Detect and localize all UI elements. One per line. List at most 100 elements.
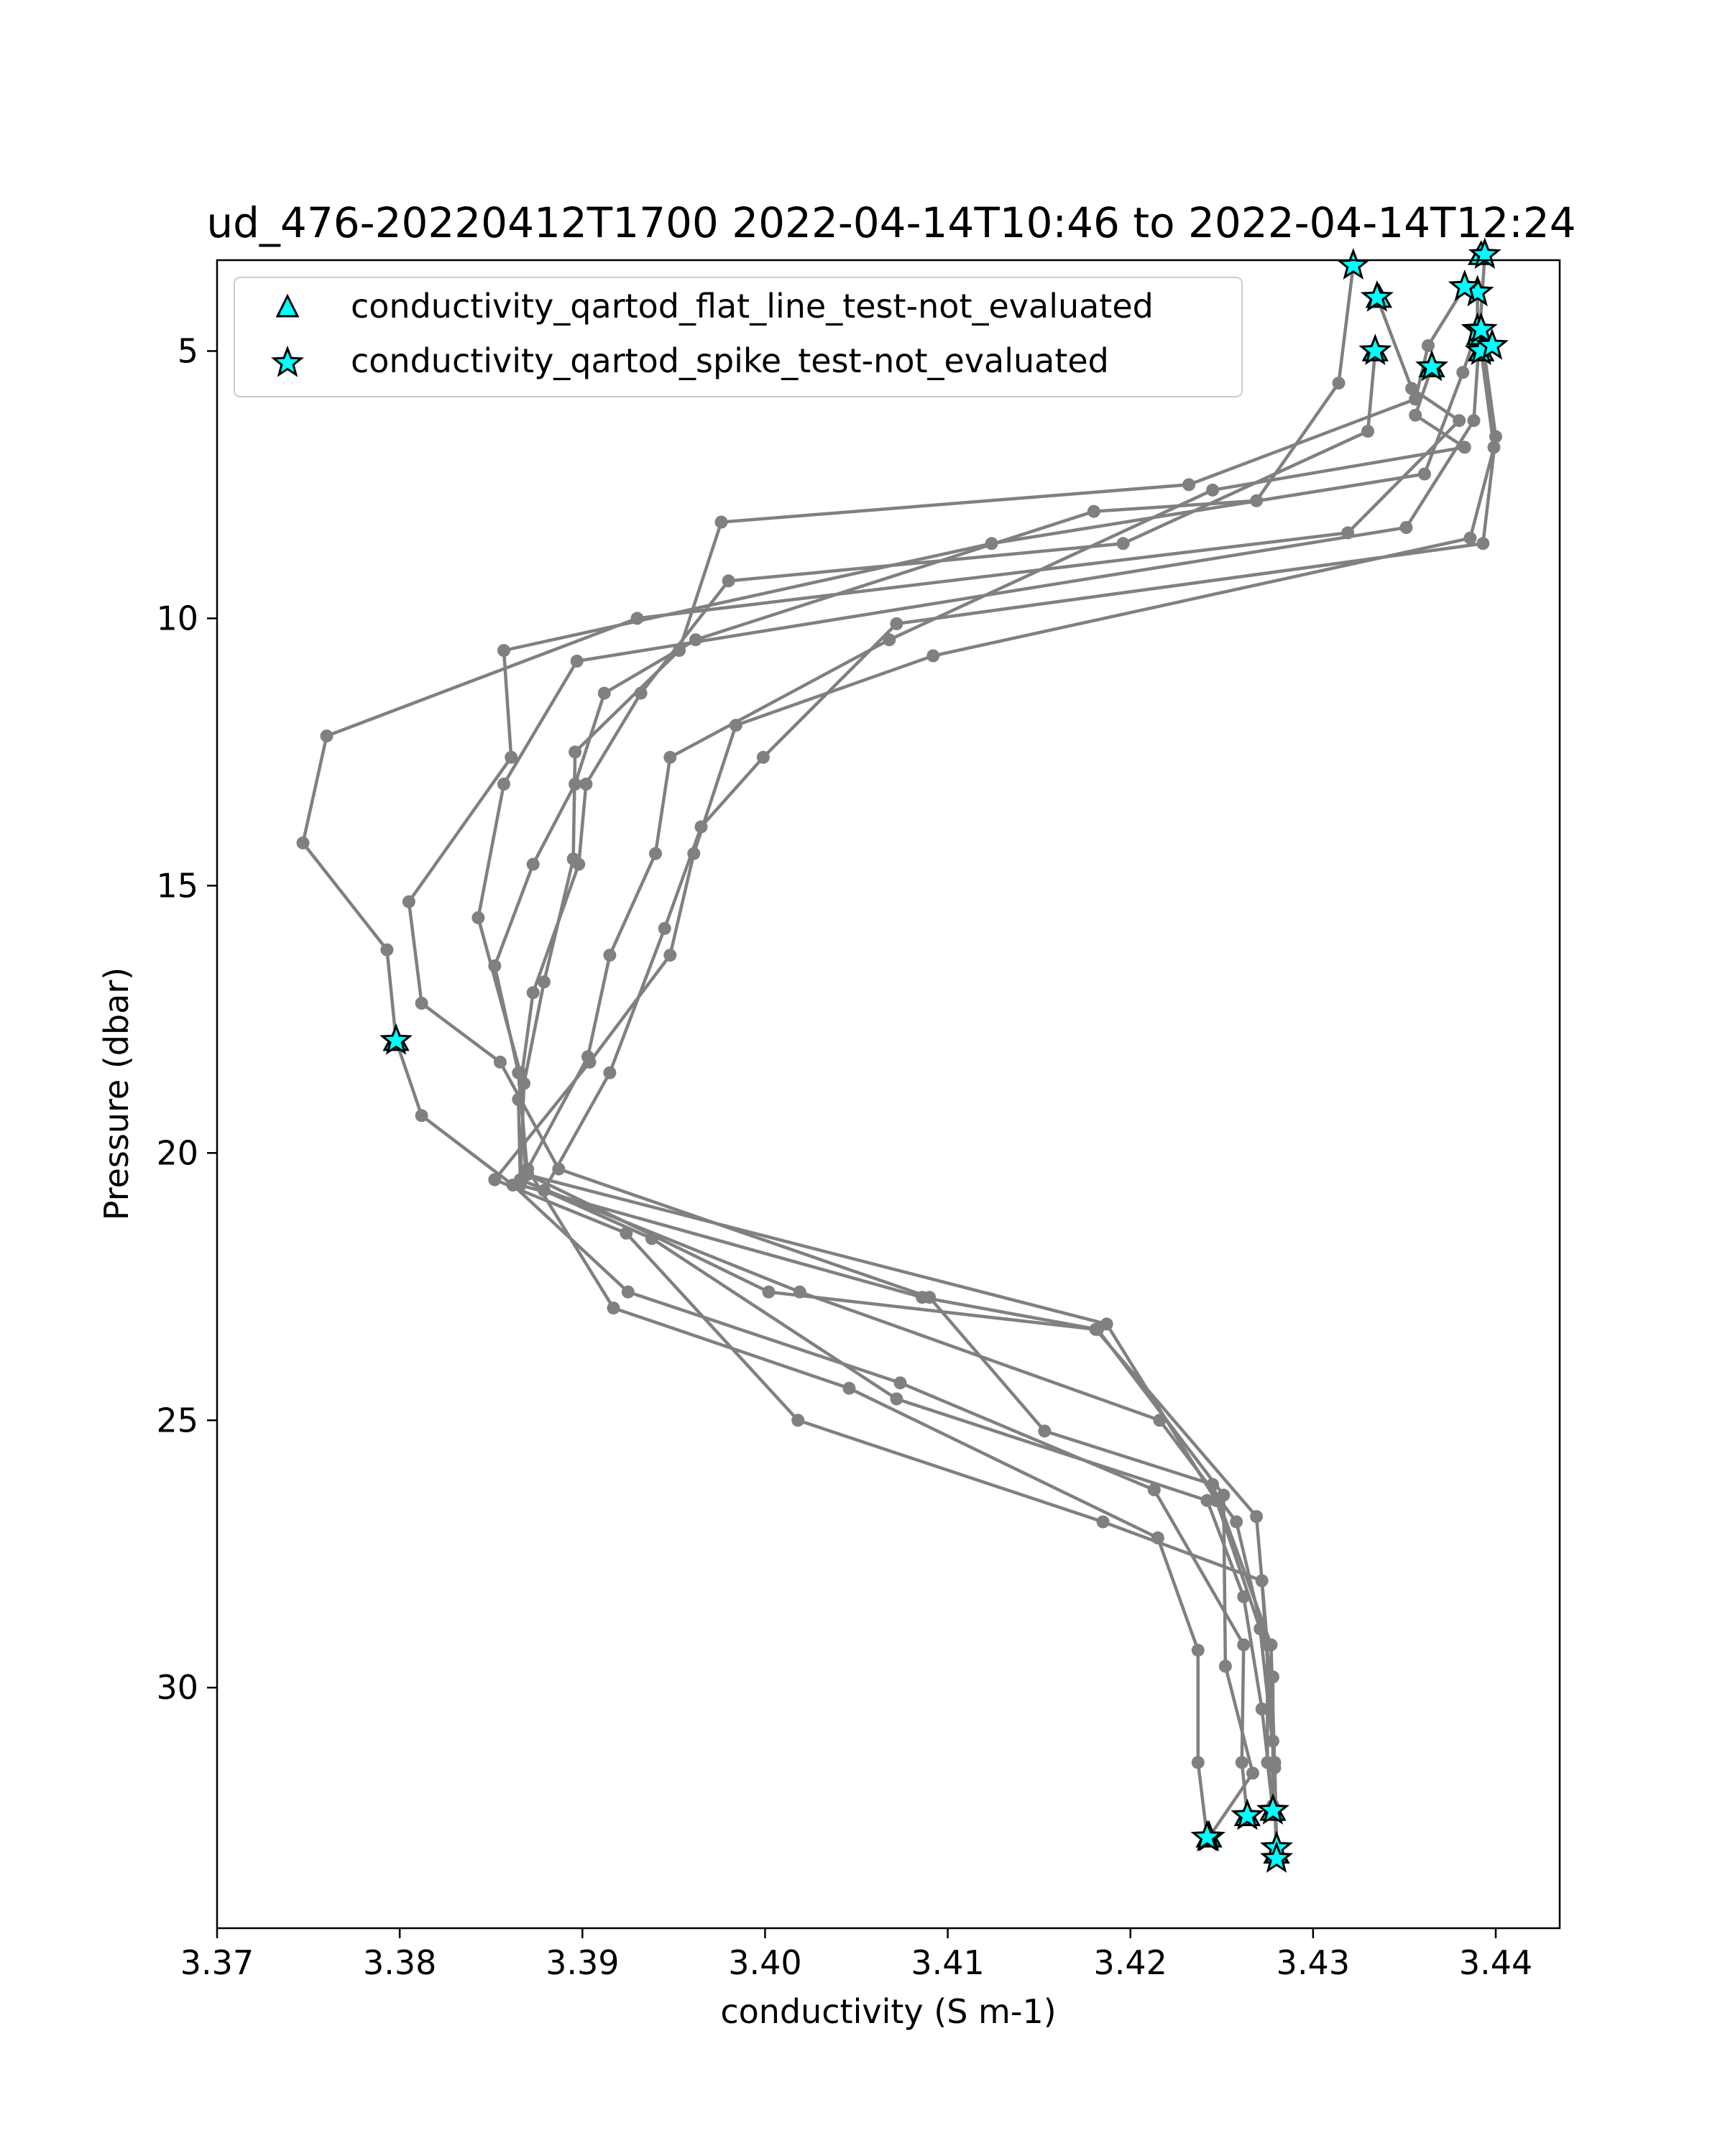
spike-star-marker (1448, 269, 1481, 301)
data-point (607, 1302, 620, 1315)
data-point (1458, 441, 1471, 454)
data-point (1116, 537, 1130, 550)
data-point (1182, 478, 1196, 492)
data-point (645, 1232, 658, 1245)
data-point (1153, 1414, 1167, 1427)
y-tick-label: 10 (156, 599, 198, 637)
data-point (1409, 408, 1422, 422)
data-point (526, 857, 540, 871)
data-point (472, 911, 485, 924)
x-tick-label: 3.38 (363, 1943, 436, 1982)
data-point (1038, 1424, 1052, 1438)
spike-star-marker (1256, 1793, 1290, 1825)
data-point (1087, 505, 1100, 518)
data-point (1467, 414, 1481, 428)
series-line (525, 367, 1469, 1838)
data-point (415, 997, 428, 1010)
x-tick-label: 3.37 (180, 1943, 254, 1982)
data-point (513, 1173, 527, 1187)
y-axis-label: Pressure (dbar) (97, 967, 136, 1220)
data-point (658, 921, 671, 935)
data-point (505, 750, 518, 764)
legend-triangle-marker-icon (275, 293, 300, 318)
data-point (521, 1162, 535, 1176)
data-point (634, 686, 648, 700)
plot-area (296, 237, 1509, 1873)
data-point (1246, 1766, 1259, 1780)
data-point (583, 1055, 597, 1069)
data-point (1147, 1483, 1161, 1496)
legend: conductivity_qartod_flat_line_test-not_e… (234, 277, 1243, 397)
data-point (1218, 1659, 1232, 1673)
data-point (842, 1381, 856, 1395)
x-tick-label: 3.41 (911, 1943, 984, 1982)
data-point (663, 750, 677, 764)
data-point (1456, 366, 1470, 379)
spike-star-marker (1259, 1841, 1294, 1873)
legend-star-marker-icon (270, 345, 305, 377)
data-point (572, 857, 586, 871)
data-point (985, 537, 998, 550)
data-point (512, 1092, 525, 1106)
series-6 (512, 344, 1382, 1818)
data-point (1476, 537, 1490, 550)
data-point (603, 949, 617, 962)
spike-test-markers (379, 237, 1509, 1873)
data-point (320, 729, 334, 743)
x-tick-label: 3.40 (728, 1943, 801, 1982)
legend-label-spike: conductivity_qartod_spike_test-not_evalu… (351, 341, 1109, 380)
y-tick-label: 20 (156, 1133, 198, 1172)
data-point (570, 654, 584, 668)
data-point (756, 750, 770, 764)
data-point (1463, 531, 1477, 545)
data-point (537, 1184, 551, 1197)
y-tick-label: 30 (156, 1668, 198, 1707)
spike-star-marker (1360, 280, 1394, 312)
data-point (1230, 1515, 1243, 1529)
chart-title: ud_476-20220412T1700 2022-04-14T10:46 to… (206, 198, 1576, 247)
y-tick-label: 5 (178, 331, 198, 370)
x-tick-label: 3.43 (1276, 1943, 1350, 1982)
spike-star-marker (379, 1023, 413, 1055)
data-point (1191, 1756, 1205, 1769)
data-point (1091, 1322, 1104, 1336)
data-point (526, 986, 540, 1000)
data-point (791, 1414, 805, 1427)
data-point (714, 515, 728, 529)
data-point (621, 1285, 635, 1299)
data-point (603, 1066, 617, 1079)
spike-star-marker (1475, 328, 1509, 360)
data-point (1422, 339, 1435, 352)
data-point (1200, 1493, 1214, 1507)
y-tick-label: 15 (156, 866, 198, 905)
data-point (890, 617, 903, 630)
data-point (1237, 1638, 1251, 1651)
data-point (793, 1285, 806, 1299)
x-tick-label: 3.44 (1459, 1943, 1532, 1982)
data-point (597, 686, 611, 700)
data-point (722, 574, 735, 588)
data-point (402, 895, 415, 908)
spike-star-marker (1190, 1820, 1224, 1852)
data-point (380, 943, 394, 957)
data-point (1237, 1590, 1251, 1603)
y-axis: 5 10 15 20 25 30 (156, 331, 217, 1707)
data-point (1206, 483, 1220, 497)
data-point (1235, 1756, 1248, 1769)
data-point (762, 1285, 776, 1299)
data-point (579, 778, 593, 791)
data-point (497, 644, 510, 658)
data-point (1453, 414, 1466, 428)
x-axis-label: conductivity (S m-1) (720, 1992, 1056, 2031)
data-point (569, 745, 582, 759)
y-tick-label: 25 (156, 1401, 198, 1439)
data-point (1405, 382, 1419, 395)
data-point (1191, 1644, 1205, 1657)
data-point (1266, 1734, 1279, 1748)
data-point (1255, 1574, 1269, 1588)
data-point (890, 1392, 903, 1406)
data-point (1417, 467, 1431, 481)
axes-frame (216, 259, 1561, 1930)
x-axis: 3.37 3.38 3.39 3.40 3.41 3.42 3.43 3.44 (180, 1928, 1532, 1982)
